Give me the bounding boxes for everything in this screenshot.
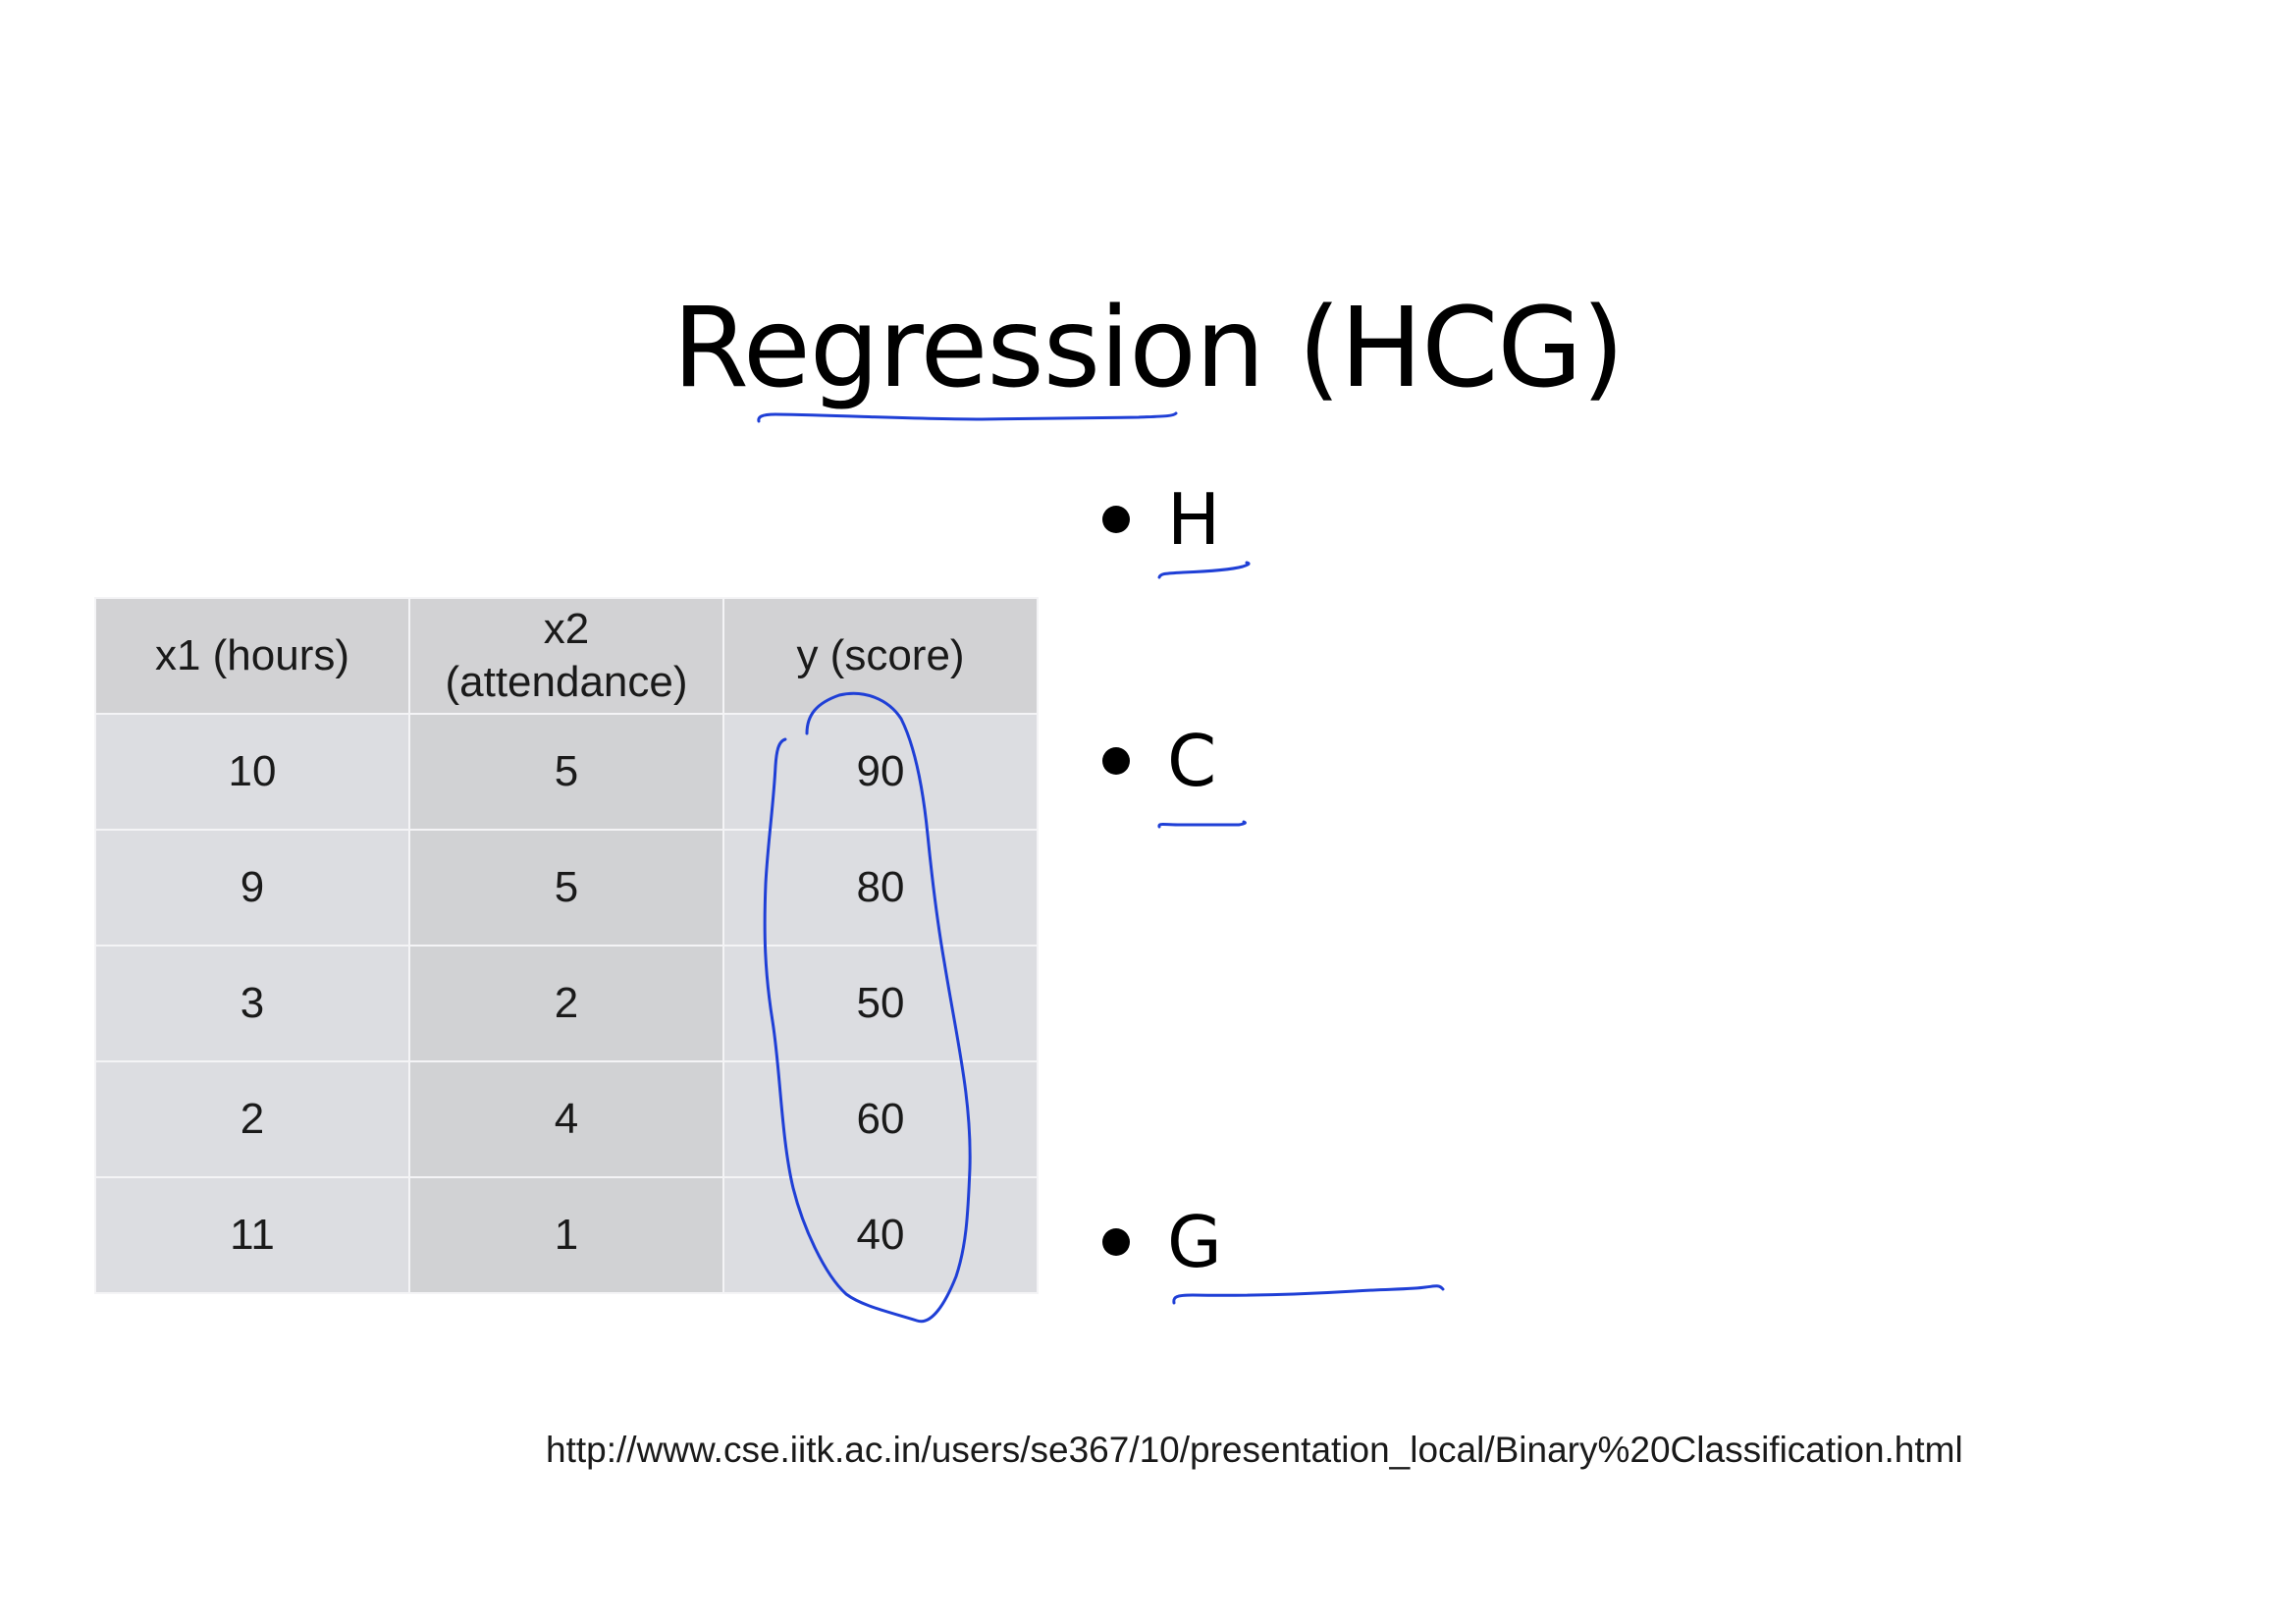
table-cell-x1: 2 xyxy=(94,1060,410,1178)
table-cell-x2: 5 xyxy=(408,829,724,947)
table-cell-x2: 1 xyxy=(408,1176,724,1294)
header-x2-line2: (attendance) xyxy=(445,658,688,706)
table-row: 10 5 90 xyxy=(94,713,1039,831)
c-underline xyxy=(1157,820,1247,829)
source-url: http://www.cse.iitk.ac.in/users/se367/10… xyxy=(546,1430,1963,1470)
bullet-label: G xyxy=(1167,1201,1222,1283)
header-x1: x1 (hours) xyxy=(94,597,410,715)
table-cell-x1: 9 xyxy=(94,829,410,947)
table-cell-y: 90 xyxy=(722,713,1039,831)
bullet-label: H xyxy=(1167,478,1221,561)
table-cell-x2: 4 xyxy=(408,1060,724,1178)
bullet-g: G xyxy=(1096,1188,1222,1296)
table-cell-x1: 11 xyxy=(94,1176,410,1294)
bullet-c: C xyxy=(1096,707,1216,815)
table-row: 2 4 60 xyxy=(94,1060,1039,1178)
table-cell-y: 50 xyxy=(722,945,1039,1062)
header-x2-line1: x2 xyxy=(543,605,590,653)
bullet-dot-icon xyxy=(1102,506,1130,533)
table-cell-y: 40 xyxy=(722,1176,1039,1294)
table-cell-x2: 5 xyxy=(408,713,724,831)
table-row: 3 2 50 xyxy=(94,945,1039,1062)
table-cell-x1: 10 xyxy=(94,713,410,831)
table-header-row: x1 (hours) x2 (attendance) y (score) xyxy=(94,597,1039,715)
bullet-label: C xyxy=(1167,720,1217,802)
table-row: 9 5 80 xyxy=(94,829,1039,947)
table-row: 11 1 40 xyxy=(94,1176,1039,1294)
table-cell-y: 80 xyxy=(722,829,1039,947)
header-y: y (score) xyxy=(722,597,1039,715)
bullet-dot-icon xyxy=(1102,747,1130,775)
table-cell-x2: 2 xyxy=(408,945,724,1062)
bullet-h: H xyxy=(1096,465,1220,573)
table-cell-y: 60 xyxy=(722,1060,1039,1178)
bullet-dot-icon xyxy=(1102,1228,1130,1256)
table-cell-x1: 3 xyxy=(94,945,410,1062)
data-table: x1 (hours) x2 (attendance) y (score) 10 5… xyxy=(94,597,1039,1294)
header-x2: x2 (attendance) xyxy=(408,597,724,715)
slide-title: Regression (HCG) xyxy=(672,285,1625,412)
